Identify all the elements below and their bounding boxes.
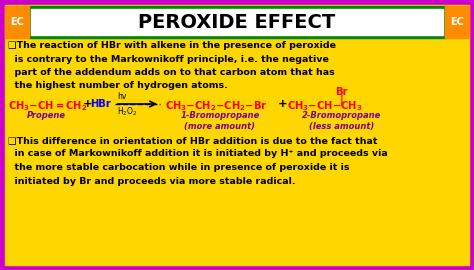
Text: $\mathbf{CH_3{-}CH_2{-}CH_2{-}Br}$: $\mathbf{CH_3{-}CH_2{-}CH_2{-}Br}$ [165, 99, 268, 113]
Text: is contrary to the Markownikoff principle, i.e. the negative: is contrary to the Markownikoff principl… [8, 55, 329, 63]
Text: hv: hv [117, 92, 127, 101]
Text: Br: Br [335, 87, 347, 97]
Bar [31, 9, 443, 35]
Text: +: + [83, 99, 92, 109]
Text: the highest number of hydrogen atoms.: the highest number of hydrogen atoms. [8, 82, 228, 90]
Text: HBr: HBr [90, 99, 111, 109]
Text: ❑The reaction of HBr with alkene in the presence of peroxide: ❑The reaction of HBr with alkene in the … [8, 41, 336, 50]
Text: in case of Markownikoff addition it is initiated by H⁺ and proceeds via: in case of Markownikoff addition it is i… [8, 150, 388, 158]
Text: (less amount): (less amount) [310, 122, 374, 131]
Text: PEROXIDE EFFECT: PEROXIDE EFFECT [138, 12, 336, 32]
Text: ❑This difference in orientation of HBr addition is due to the fact that: ❑This difference in orientation of HBr a… [8, 136, 377, 145]
Text: 2-Bromopropane: 2-Bromopropane [302, 111, 382, 120]
Bar [445, 6, 469, 38]
Bar [5, 6, 29, 38]
Text: $\mathbf{CH_3{-}CH{=}CH_2}$: $\mathbf{CH_3{-}CH{=}CH_2}$ [8, 99, 87, 113]
Text: the more stable carbocation while in presence of peroxide it is: the more stable carbocation while in pre… [8, 163, 349, 172]
Text: |: | [340, 95, 344, 106]
Text: Propene: Propene [27, 111, 65, 120]
Text: $\mathbf{CH_3{-}CH{-}CH_3}$: $\mathbf{CH_3{-}CH{-}CH_3}$ [287, 99, 363, 113]
Text: EC: EC [10, 17, 24, 27]
Text: $\mathregular{H_2O_2}$: $\mathregular{H_2O_2}$ [117, 106, 137, 119]
Text: part of the addendum adds on to that carbon atom that has: part of the addendum adds on to that car… [8, 68, 335, 77]
Text: EC: EC [450, 17, 464, 27]
Text: (more amount): (more amount) [184, 122, 255, 131]
Text: 1-Bromopropane: 1-Bromopropane [181, 111, 260, 120]
Text: initiated by Br and proceeds via more stable radical.: initiated by Br and proceeds via more st… [8, 177, 296, 185]
Text: +: + [278, 99, 288, 109]
Bar [28, 6, 446, 38]
